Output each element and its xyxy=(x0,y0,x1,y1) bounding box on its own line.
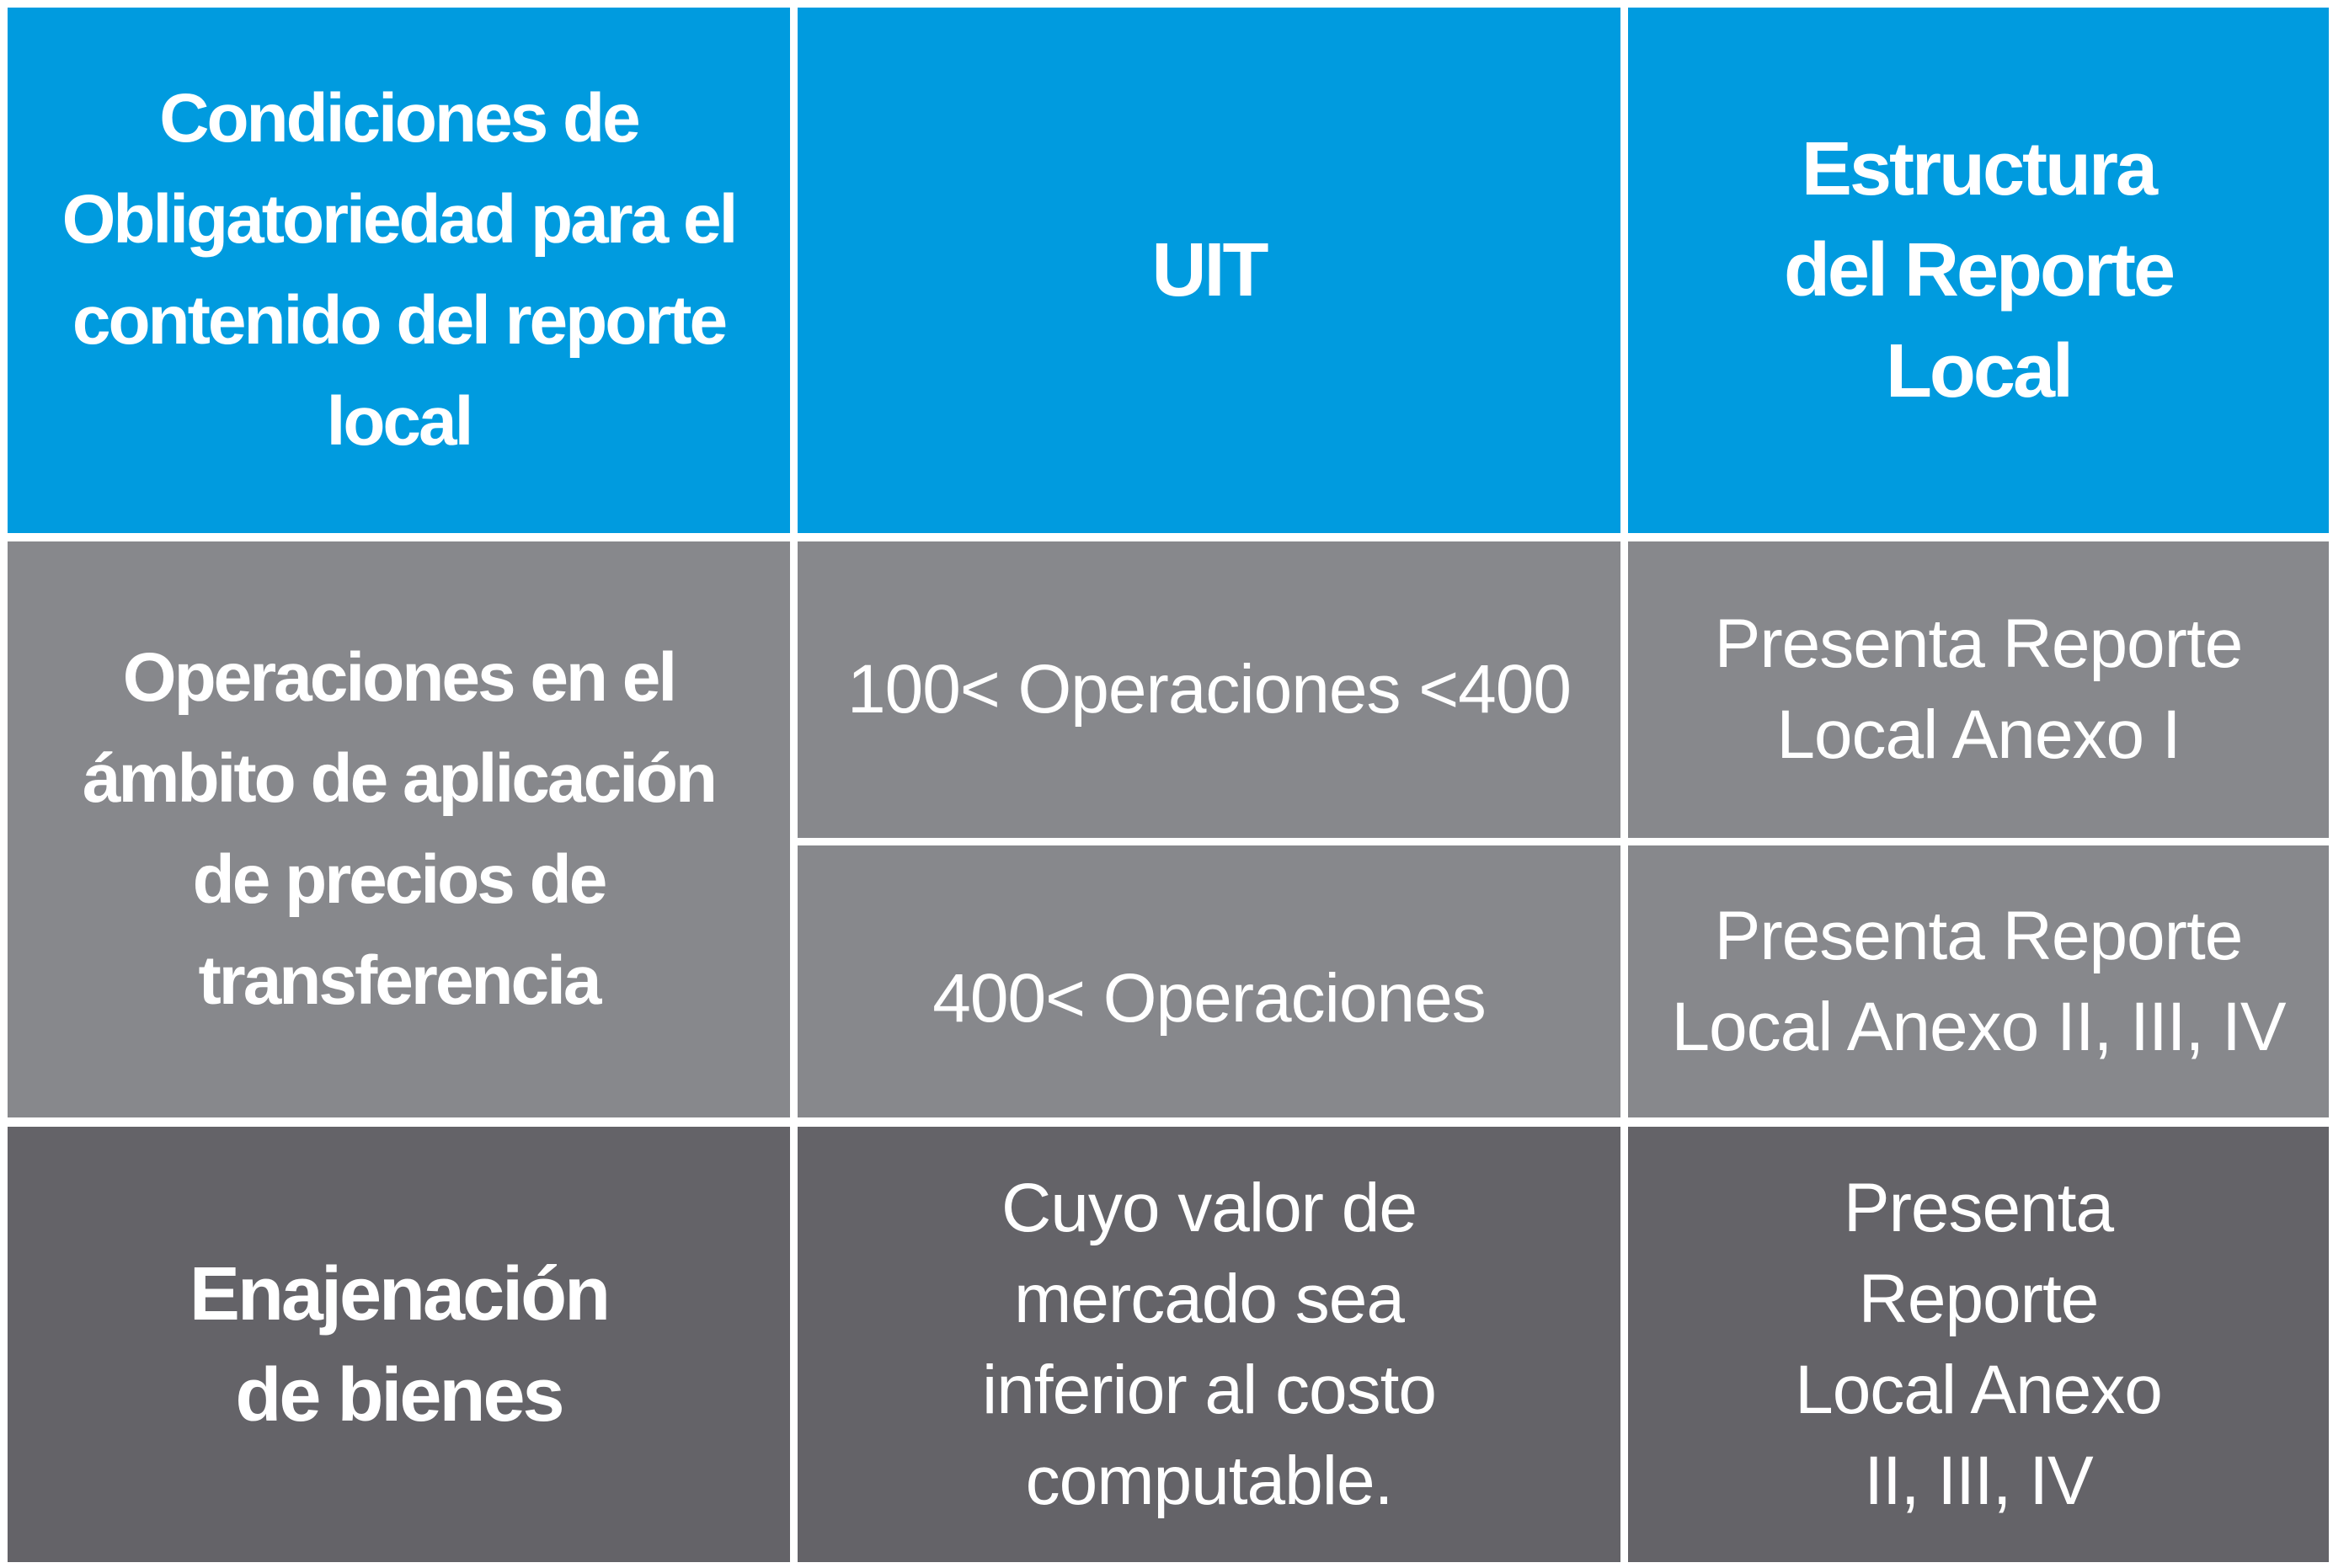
uit-range-400-text: 400< Operaciones xyxy=(932,959,1486,1037)
structure-enajenacion-text: Presenta Reporte Local Anexo II, III, IV xyxy=(1795,1169,2163,1519)
condition-operations: Operaciones en el ámbito de aplicación d… xyxy=(8,541,790,1117)
uit-market-value-text: Cuyo valor de mercado sea inferior al co… xyxy=(981,1169,1437,1519)
header-conditions-text: Condiciones de Obligatoriedad para el co… xyxy=(61,80,739,460)
uit-market-value: Cuyo valor de mercado sea inferior al co… xyxy=(798,1127,1620,1562)
header-uit: UIT xyxy=(798,8,1620,533)
header-conditions: Condiciones de Obligatoriedad para el co… xyxy=(8,8,790,533)
header-structure: Estructura del Reporte Local xyxy=(1628,8,2329,533)
uit-range-400: 400< Operaciones xyxy=(798,845,1620,1117)
uit-range-100-400: 100< Operaciones <400 xyxy=(798,541,1620,838)
condition-enajenacion-text: Enajenación de bienes xyxy=(189,1251,611,1437)
structure-anexo-i-text: Presenta Reporte Local Anexo I xyxy=(1714,605,2244,773)
condition-enajenacion: Enajenación de bienes xyxy=(8,1127,790,1562)
structure-anexo-i: Presenta Reporte Local Anexo I xyxy=(1628,541,2329,838)
structure-anexo-ii-iv-text: Presenta Reporte Local Anexo II, III, IV xyxy=(1671,897,2286,1065)
header-structure-text: Estructura del Reporte Local xyxy=(1783,127,2176,413)
header-uit-text: UIT xyxy=(1151,228,1269,312)
condition-operations-text: Operaciones en el ámbito de aplicación d… xyxy=(82,639,718,1019)
structure-enajenacion: Presenta Reporte Local Anexo II, III, IV xyxy=(1628,1127,2329,1562)
uit-range-100-400-text: 100< Operaciones <400 xyxy=(847,651,1572,728)
structure-anexo-ii-iv: Presenta Reporte Local Anexo II, III, IV xyxy=(1628,845,2329,1117)
